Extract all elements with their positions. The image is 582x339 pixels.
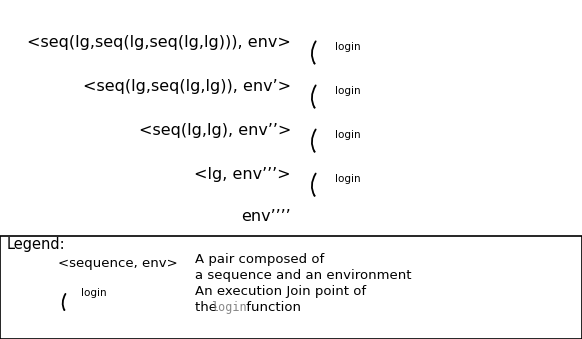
Text: An execution Join point of: An execution Join point of xyxy=(195,285,366,298)
Text: Legend:: Legend: xyxy=(7,237,66,252)
Text: login: login xyxy=(335,86,360,96)
Text: A pair composed of: A pair composed of xyxy=(195,253,324,266)
Text: <seq(lg,seq(lg,seq(lg,lg))), env>: <seq(lg,seq(lg,seq(lg,lg))), env> xyxy=(27,35,291,50)
Bar xyxy=(0,236,582,339)
Text: login: login xyxy=(211,301,247,314)
Text: env’’’’: env’’’’ xyxy=(242,210,291,224)
FancyArrowPatch shape xyxy=(312,85,315,107)
Text: <lg, env’’’>: <lg, env’’’> xyxy=(194,167,291,182)
FancyArrowPatch shape xyxy=(63,294,65,310)
FancyArrowPatch shape xyxy=(312,129,315,152)
Text: a sequence and an environment: a sequence and an environment xyxy=(195,269,411,282)
Text: login: login xyxy=(335,174,360,184)
Text: <seq(lg,lg), env’’>: <seq(lg,lg), env’’> xyxy=(139,123,291,138)
Text: login: login xyxy=(335,130,360,140)
Text: the: the xyxy=(195,301,221,314)
FancyArrowPatch shape xyxy=(312,174,315,196)
Text: <seq(lg,seq(lg,lg)), env’>: <seq(lg,seq(lg,lg)), env’> xyxy=(83,79,291,94)
FancyArrowPatch shape xyxy=(312,41,315,63)
Text: function: function xyxy=(242,301,300,314)
Text: login: login xyxy=(81,288,107,298)
Text: login: login xyxy=(335,42,360,52)
Text: <sequence, env>: <sequence, env> xyxy=(58,257,178,270)
